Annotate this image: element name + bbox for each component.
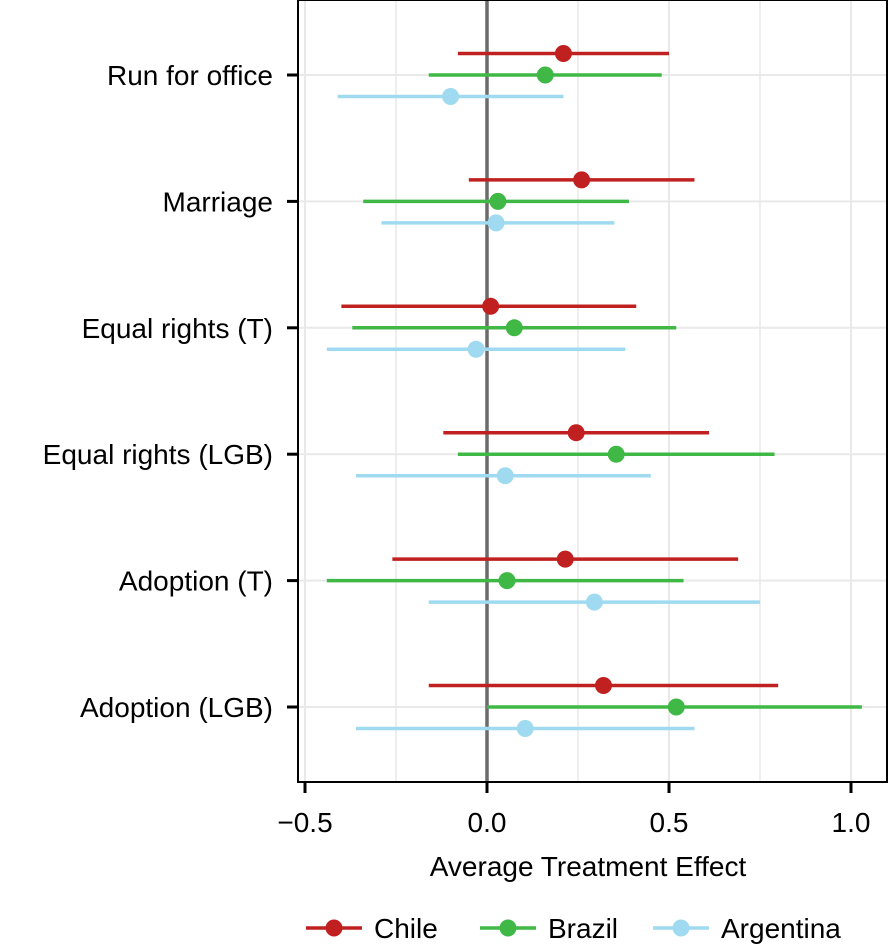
x-axis: −0.5 0.0 0.5 1.0 xyxy=(277,782,870,838)
y-category-label: Marriage xyxy=(163,186,273,217)
point-estimate-argentina xyxy=(487,214,505,232)
legend-key-point-chile xyxy=(325,919,343,937)
y-category-label: Adoption (T) xyxy=(119,566,273,597)
point-estimate-argentina xyxy=(467,340,485,358)
point-estimate-brazil xyxy=(489,192,507,210)
point-estimate-brazil xyxy=(667,698,685,716)
point-estimate-chile xyxy=(573,171,591,189)
point-estimate-argentina xyxy=(442,88,460,105)
legend-label-argentina: Argentina xyxy=(721,913,841,944)
y-category-label: Equal rights (LGB) xyxy=(43,439,273,470)
legend-label-brazil: Brazil xyxy=(548,913,618,944)
point-estimate-brazil xyxy=(607,445,625,463)
legend-item-chile: Chile xyxy=(306,913,438,944)
point-estimate-brazil xyxy=(505,319,523,337)
series-layer xyxy=(326,45,862,737)
point-estimate-chile xyxy=(554,45,572,62)
point-estimate-chile xyxy=(482,297,500,315)
y-category-label: Run for office xyxy=(107,60,273,91)
y-category-label: Equal rights (T) xyxy=(82,313,273,344)
point-estimate-brazil xyxy=(536,66,554,84)
x-tick-label: 0.5 xyxy=(650,807,689,838)
plot-panel-border xyxy=(297,0,888,783)
x-tick-label: 0.0 xyxy=(468,807,507,838)
point-estimate-chile xyxy=(556,550,574,568)
legend: Chile Brazil Argentina xyxy=(306,913,841,944)
x-tick-label: 1.0 xyxy=(832,807,871,838)
legend-key-point-argentina xyxy=(672,919,690,937)
point-estimate-argentina xyxy=(516,720,534,737)
y-category-label: Adoption (LGB) xyxy=(80,692,273,723)
legend-item-brazil: Brazil xyxy=(480,913,618,944)
x-tick-label: −0.5 xyxy=(277,807,332,838)
x-axis-title: Average Treatment Effect xyxy=(430,851,747,882)
point-estimate-argentina xyxy=(496,467,514,485)
point-estimate-chile xyxy=(594,677,612,694)
point-estimate-argentina xyxy=(585,593,603,611)
point-estimate-chile xyxy=(567,424,585,442)
y-axis: Run for office Marriage Equal rights (T) Eq… xyxy=(43,60,298,723)
legend-key-point-brazil xyxy=(499,919,517,937)
legend-label-chile: Chile xyxy=(374,913,438,944)
legend-item-argentina: Argentina xyxy=(653,913,841,944)
point-estimate-brazil xyxy=(498,572,516,590)
